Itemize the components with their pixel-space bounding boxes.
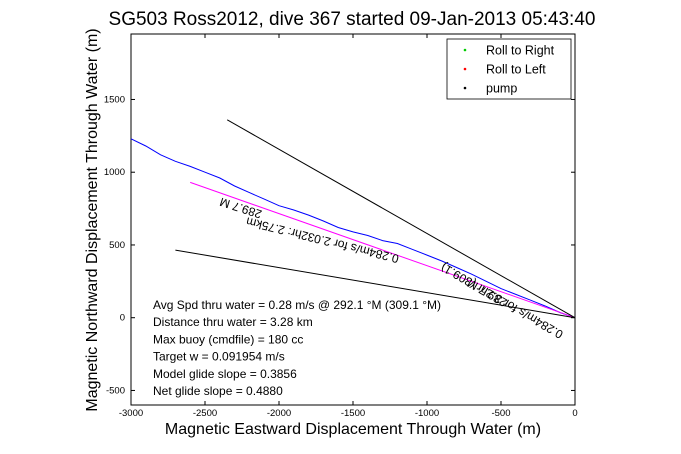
x-tick-label: -500 (491, 408, 510, 419)
x-axis-label: Magnetic Eastward Displacement Through W… (165, 421, 541, 438)
legend-label: Roll to Left (486, 63, 546, 77)
annotation-line: Max buoy (cmdfile) = 180 cc (153, 332, 303, 346)
annotation-line: Target w = 0.091954 m/s (153, 350, 285, 364)
y-tick-label: 1500 (104, 94, 125, 105)
y-axis-label: Magnetic Northward Displacement Through … (84, 28, 101, 411)
legend-label: Roll to Right (486, 44, 555, 58)
legend-marker (463, 86, 467, 90)
series-line-0 (130, 138, 576, 319)
annotation-line: Net glide slope = 0.4880 (153, 384, 283, 398)
axis-ticks: -3000 -2500 -2000 -1500 -1000 -500 0 -500 0 500 10… (104, 34, 578, 419)
series-line-1 (190, 181, 576, 319)
y-tick-label: -500 (106, 385, 125, 396)
annotation-line: Distance thru water = 3.28 km (153, 315, 313, 329)
legend-box (446, 38, 572, 100)
series-line-2 (226, 119, 576, 319)
legend-label: pump (486, 82, 517, 96)
chart-title: SG503 Ross2012, dive 367 started 09-Jan-… (109, 9, 596, 30)
x-tick-label: -1000 (415, 408, 439, 419)
stats-annotations: Avg Spd thru water = 0.28 m/s @ 292.1 °M… (153, 298, 441, 398)
x-tick-label: 0 (572, 408, 577, 419)
x-tick-label: -2000 (267, 408, 291, 419)
x-tick-label: -2500 (193, 408, 217, 419)
series-line-3 (175, 249, 576, 319)
legend: Roll to Right Roll to Left pump (446, 38, 572, 100)
y-tick-label: 1000 (104, 167, 125, 178)
y-tick-label: 500 (109, 240, 125, 251)
legend-marker (463, 67, 467, 71)
legend-marker (463, 48, 467, 52)
legend-entries: Roll to Right Roll to Left pump (463, 44, 555, 96)
y-tick-label: 0 (120, 313, 125, 324)
annotation-line: Avg Spd thru water = 0.28 m/s @ 292.1 °M… (153, 298, 441, 312)
x-tick-label: -3000 (119, 408, 143, 419)
data-lines (130, 119, 576, 319)
x-tick-label: -1500 (341, 408, 365, 419)
annotation-line: Model glide slope = 0.3856 (153, 367, 297, 381)
